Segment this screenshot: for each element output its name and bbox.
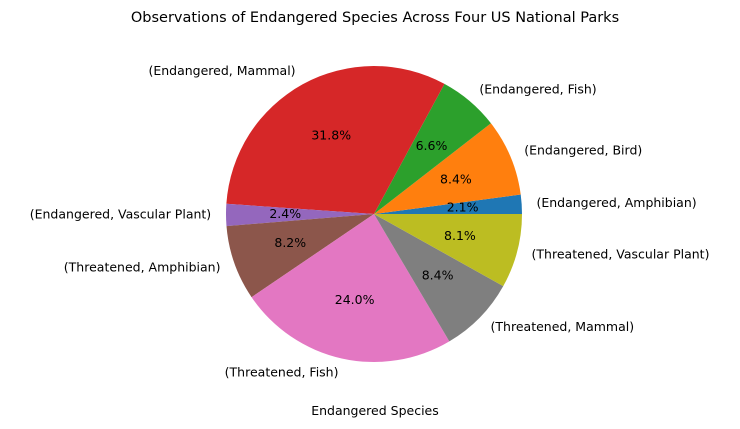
percent-label-endangered-vascular-plant: 2.4% [269,206,301,221]
percent-label-threatened-mammal: 8.4% [422,268,454,283]
slice-label-endangered-bird: (Endangered, Bird) [524,143,642,158]
slice-label-endangered-mammal: (Endangered, Mammal) [148,63,295,78]
percent-label-endangered-bird: 8.4% [440,171,472,186]
percent-label-threatened-amphibian: 8.2% [274,235,306,250]
chart-title: Observations of Endangered Species Acros… [131,10,619,26]
slice-label-endangered-vascular-plant: (Endangered, Vascular Plant) [30,207,211,222]
slice-labels: (Endangered, Amphibian) (Endangered, Bird… [30,63,710,380]
pie-slices [225,65,522,363]
percent-labels: 2.1% 8.4% 6.6% 31.8% 2.4% 8.2% 24.0% 8.4% 8.1% [269,128,478,307]
slice-label-endangered-fish: (Endangered, Fish) [479,81,596,96]
slice-endangered-bird [374,123,521,214]
slice-label-endangered-amphibian: (Endangered, Amphibian) [536,195,696,210]
slice-threatened-fish [251,214,450,363]
percent-label-threatened-fish: 24.0% [335,292,375,307]
percent-label-threatened-vascular-plant: 8.1% [444,228,476,243]
percent-label-endangered-fish: 6.6% [416,138,448,153]
slice-endangered-fish [374,83,491,214]
slice-label-threatened-mammal: (Threatened, Mammal) [491,319,635,334]
percent-label-endangered-amphibian: 2.1% [447,200,479,215]
slice-endangered-mammal [226,65,445,215]
slice-label-threatened-amphibian: (Threatened, Amphibian) [64,260,221,275]
slice-threatened-amphibian [226,214,374,298]
x-axis-label: Endangered Species [311,403,439,418]
percent-label-endangered-mammal: 31.8% [311,128,351,143]
slice-threatened-vascular-plant [374,214,522,287]
slice-label-threatened-fish: (Threatened, Fish) [225,364,339,379]
slice-label-threatened-vascular-plant: (Threatened, Vascular Plant) [532,246,710,261]
slice-endangered-vascular-plant [225,203,374,227]
slice-endangered-amphibian [374,194,522,214]
slice-threatened-mammal [374,214,504,342]
